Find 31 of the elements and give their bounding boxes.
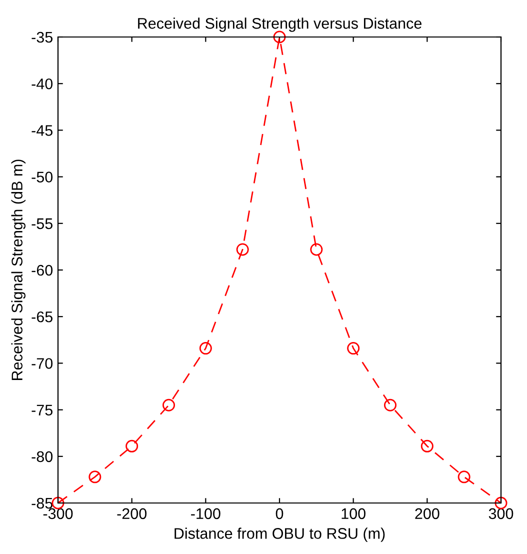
x-tick-label: 300 — [488, 508, 514, 520]
y-tick-label: -45 — [32, 125, 52, 136]
y-tick-label: -80 — [32, 451, 53, 462]
y-tick-label: -85 — [32, 498, 52, 509]
chart-title: Received Signal Strength versus Distance — [138, 18, 422, 32]
point — [384, 398, 396, 412]
x-tick-label: 200 — [415, 508, 440, 520]
x-tick-label: -300 — [43, 508, 73, 520]
x-tick-label: 0 — [276, 508, 284, 520]
point — [310, 243, 323, 256]
point — [236, 243, 249, 256]
y-tick-label: -60 — [32, 264, 53, 276]
point — [199, 342, 212, 355]
y-axis-title: Received Signal Strength (dB m) — [11, 160, 26, 380]
x-axis-title: Distance from OBU to RSU (m) — [174, 528, 385, 542]
y-tick-label: -75 — [32, 404, 52, 416]
y-tick-label: -55 — [32, 218, 52, 230]
y-tick-label: -70 — [32, 358, 53, 369]
point — [347, 342, 360, 355]
y-tick-label: -35 — [32, 32, 52, 43]
point — [88, 470, 102, 484]
y-tick-label: -50 — [32, 172, 53, 182]
x-tick-label: 100 — [342, 508, 366, 520]
point — [420, 440, 434, 452]
x-tick-label: -100 — [191, 508, 220, 520]
y-tick-label: -40 — [32, 78, 53, 90]
point — [458, 470, 470, 484]
x-tick-label: -200 — [117, 508, 147, 520]
y-tick-label: -65 — [32, 311, 52, 322]
point — [126, 440, 138, 452]
point — [162, 398, 175, 412]
